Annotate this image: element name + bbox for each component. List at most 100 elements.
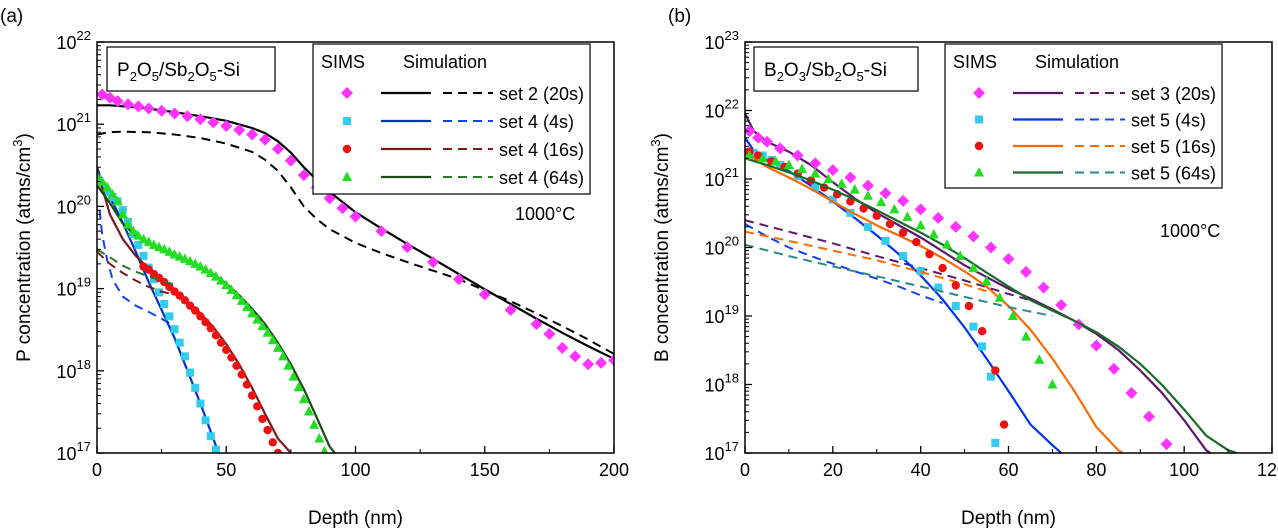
sims-point bbox=[132, 100, 145, 113]
x-tick-label: 80 bbox=[1086, 460, 1106, 480]
sims-point bbox=[174, 251, 185, 261]
y-tick-label: 1018 bbox=[57, 357, 92, 382]
sims-point bbox=[247, 307, 258, 318]
sims-point bbox=[175, 338, 184, 347]
simulation-dashed-line bbox=[97, 248, 175, 286]
sims-point bbox=[298, 393, 309, 404]
series-group bbox=[745, 113, 1238, 453]
sims-point bbox=[981, 275, 992, 286]
sims-point bbox=[303, 405, 314, 416]
x-tick-label: 0 bbox=[92, 460, 102, 480]
legend-label: set 4 (16s) bbox=[499, 140, 584, 160]
sims-point bbox=[191, 383, 200, 392]
text-part: -Si bbox=[217, 60, 240, 81]
sims-point bbox=[978, 342, 987, 351]
sims-point bbox=[504, 303, 517, 316]
sims-point bbox=[205, 267, 216, 277]
sims-point bbox=[180, 296, 190, 305]
sims-point bbox=[977, 326, 987, 336]
text-part: 20 bbox=[725, 234, 739, 249]
legend-entry: set 2 (20s) bbox=[341, 84, 584, 104]
sims-point bbox=[103, 187, 112, 196]
sims-point bbox=[881, 236, 890, 245]
sims-point bbox=[375, 225, 388, 238]
text-part: B concentration (atms/cm bbox=[652, 147, 673, 362]
sims-point bbox=[925, 249, 934, 259]
y-axis-label: B concentration (atms/cm3) bbox=[648, 133, 673, 362]
sims-point bbox=[155, 288, 164, 297]
text-part: 2 bbox=[777, 69, 784, 84]
panel-label: (a) bbox=[0, 6, 23, 27]
sims-point bbox=[556, 341, 569, 354]
legend: SIMS Simulation set 3 (20s) set 5 (4s) set 5… bbox=[944, 43, 1223, 189]
text-part: 10 bbox=[57, 280, 77, 300]
sims-point bbox=[859, 204, 868, 213]
text-part: 10 bbox=[705, 170, 725, 190]
sims-point bbox=[915, 219, 926, 230]
legend-marker bbox=[974, 141, 984, 151]
panel-a: (a)0 50 100 150 200101710181019102010211022D… bbox=[0, 6, 629, 529]
sims-point bbox=[336, 202, 349, 215]
sims-point bbox=[194, 113, 207, 126]
sims-point bbox=[1021, 331, 1032, 341]
text-part: 18 bbox=[725, 371, 739, 386]
legend-marker bbox=[342, 144, 352, 154]
sims-point bbox=[897, 194, 910, 207]
text-part: 10 bbox=[57, 33, 77, 53]
sims-point bbox=[272, 342, 283, 352]
sims-point bbox=[1125, 387, 1138, 400]
sims-point bbox=[273, 448, 283, 453]
sims-point bbox=[749, 148, 758, 157]
legend-entry: set 4 (64s) bbox=[342, 168, 584, 188]
sims-point bbox=[1090, 339, 1103, 352]
sims-point bbox=[143, 236, 154, 246]
sims-point bbox=[810, 168, 821, 178]
text-part: 10 bbox=[705, 307, 725, 327]
sims-point bbox=[1047, 379, 1058, 389]
legend: SIMS Simulation set 2 (20s) set 4 (4s) set 4… bbox=[312, 43, 591, 195]
text-part: 10 bbox=[705, 444, 725, 464]
sims-point bbox=[951, 281, 960, 290]
sims-point bbox=[999, 420, 1009, 429]
sims-point bbox=[154, 241, 165, 252]
x-tick-label: 50 bbox=[216, 460, 236, 480]
sims-point bbox=[1143, 410, 1156, 423]
sims-point bbox=[138, 233, 149, 244]
legend-label: set 2 (20s) bbox=[499, 84, 584, 104]
sims-point bbox=[1055, 298, 1068, 311]
text-part: ) bbox=[652, 133, 673, 139]
sims-point bbox=[227, 353, 236, 362]
series-group bbox=[97, 88, 614, 453]
sims-point bbox=[595, 356, 608, 369]
y-tick-label: 1019 bbox=[57, 275, 92, 300]
sims-point bbox=[1034, 354, 1045, 364]
legend-marker bbox=[341, 87, 353, 99]
sims-point bbox=[148, 239, 159, 249]
sims-point bbox=[320, 445, 329, 453]
text-part: 10 bbox=[57, 115, 77, 135]
sims-point bbox=[258, 414, 267, 424]
series-4 bbox=[745, 150, 1238, 453]
sims-point bbox=[401, 241, 414, 254]
legend-box bbox=[312, 43, 591, 195]
legend-label: set 5 (4s) bbox=[1131, 111, 1206, 131]
sims-point bbox=[284, 154, 297, 167]
series-2 bbox=[97, 166, 220, 453]
sims-point bbox=[823, 173, 834, 183]
sims-point bbox=[112, 195, 123, 206]
simulation-dashed-line bbox=[98, 210, 176, 327]
sims-point bbox=[191, 306, 200, 315]
legend-marker bbox=[974, 167, 984, 177]
sims-point bbox=[237, 370, 246, 379]
text-part: 19 bbox=[77, 275, 91, 290]
composition-box bbox=[753, 46, 919, 92]
sims-point bbox=[117, 208, 128, 219]
legend-box bbox=[944, 43, 1223, 189]
text-part: 10 bbox=[57, 362, 77, 382]
sims-point bbox=[297, 169, 310, 182]
sims-point bbox=[478, 288, 491, 301]
y-tick-label: 1018 bbox=[705, 371, 740, 396]
legend-header-sims: SIMS bbox=[321, 52, 365, 72]
text-part: 5 bbox=[856, 69, 863, 84]
